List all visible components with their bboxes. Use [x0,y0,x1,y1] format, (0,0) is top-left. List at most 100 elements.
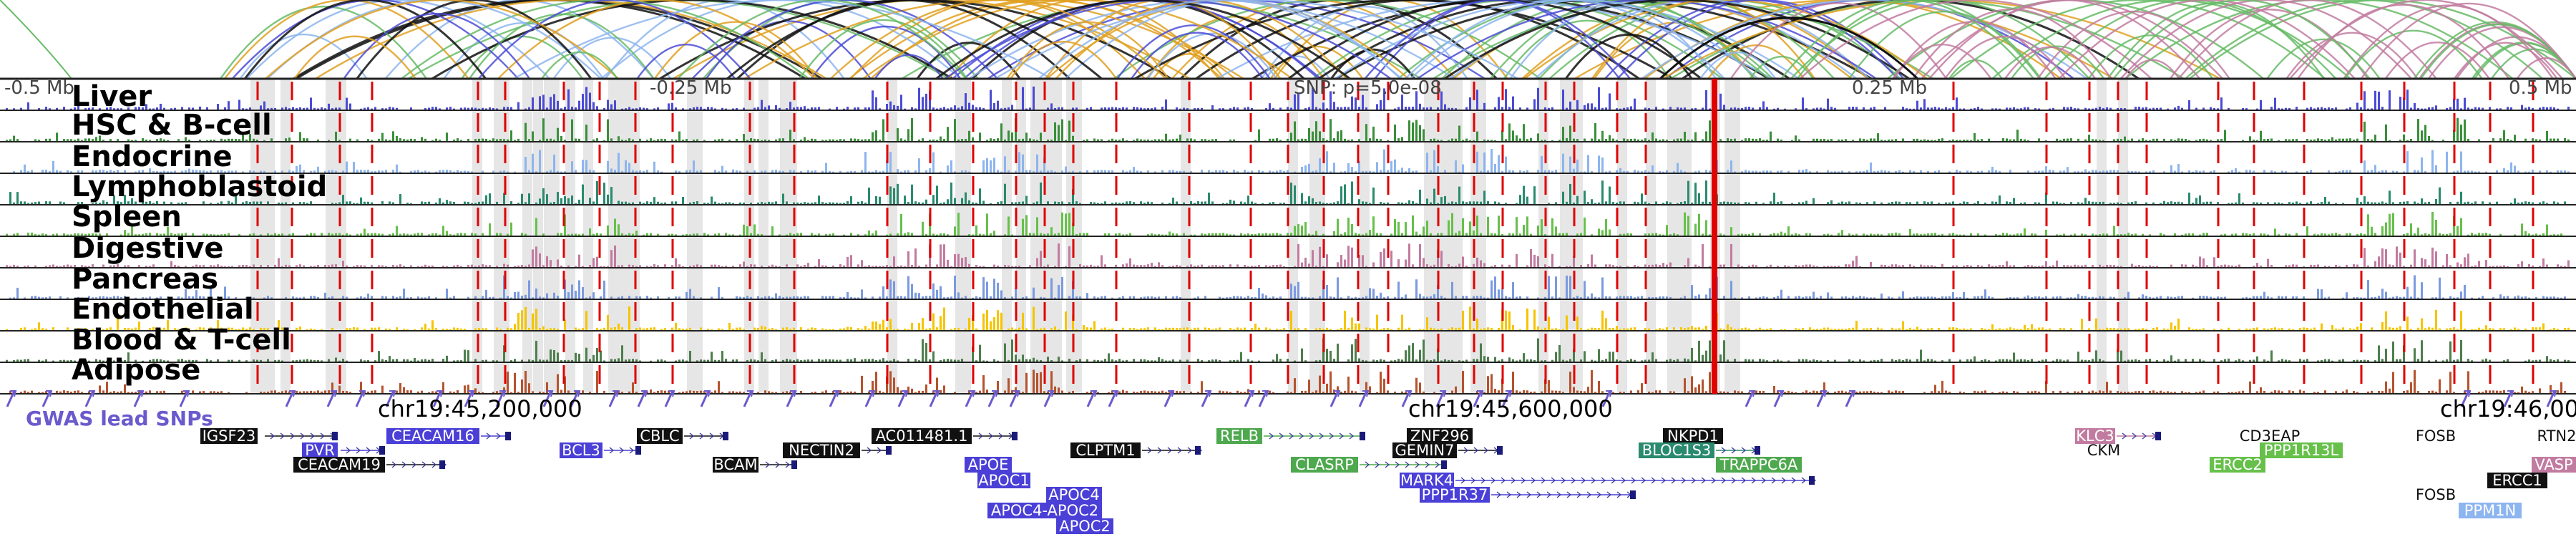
signal-bar [646,108,648,110]
signal-bar [1104,233,1106,236]
signal-bar [1752,138,1754,141]
signal-bar [253,359,255,362]
signal-bar [2403,266,2405,267]
signal-bar [2460,191,2462,204]
signal-bar [317,359,319,362]
signal-bar [2095,318,2097,330]
signal-bar [1619,168,1621,173]
signal-bar [1855,297,1858,299]
signal-bar [1383,359,1385,362]
signal-bar [1025,195,1028,204]
signal-bar [1383,149,1385,173]
signal-bar [2499,266,2502,267]
signal-bar [1054,326,1056,330]
signal-bar [270,107,273,110]
signal-bar [1630,106,1632,110]
signal-bar [886,327,888,330]
signal-bar [1423,329,1425,330]
signal-bar [2446,328,2448,330]
signal-bar [1802,296,1804,299]
signal-bar [210,360,212,362]
signal-bar [1855,202,1858,204]
signal-bar [2499,294,2502,299]
signal-bar [367,139,369,141]
signal-bar [1895,232,1897,236]
signal-bar [392,202,394,204]
signal-bar [138,321,140,330]
signal-bar [203,296,205,299]
signal-bar [2009,265,2011,267]
signal-bar [589,228,591,236]
signal-bar [1455,296,1457,299]
signal-bar [2449,233,2451,236]
signal-bar [2106,170,2108,173]
signal-bar [1923,265,1926,267]
signal-bar [1870,138,1872,141]
signal-bar [1487,140,1489,141]
signal-bar [1970,233,1972,236]
signal-bar [507,327,509,330]
signal-bar [660,329,663,330]
signal-bar [2499,138,2502,141]
signal-bar [2521,202,2523,204]
signal-bar [156,200,158,204]
signal-bar [589,296,591,299]
signal-bar [52,233,54,236]
signal-bar [485,289,487,299]
signal-bar [560,171,562,173]
signal-bar [281,107,283,110]
signal-bar [693,139,695,141]
signal-bar [510,328,512,330]
signal-bar [1025,170,1028,173]
signal-bar [2253,327,2255,330]
signal-bar [1677,163,1679,173]
signal-bar [2024,107,2026,110]
signal-bar [879,196,881,204]
signal-bar [639,201,641,204]
signal-bar [732,359,734,362]
signal-bar [2496,266,2498,267]
signal-bar [1501,130,1503,141]
signal-bar [1254,140,1257,141]
signal-bar [1251,297,1253,299]
signal-bar [1641,171,1643,173]
signal-bar [1902,291,1904,299]
signal-bar [2009,327,2011,330]
signal-bar [639,138,641,141]
signal-bar [310,201,312,204]
signal-bar [807,328,809,330]
signal-bar [1165,234,1167,236]
signal-bar [109,139,112,141]
signal-bar [238,233,240,236]
signal-bar [707,234,709,236]
signal-bar [1898,201,1901,204]
signal-bar [1984,289,1986,299]
signal-bar [2449,202,2451,204]
signal-bar [67,327,69,330]
signal-bar [2070,234,2072,236]
signal-bar [2360,107,2362,110]
signal-bar [1347,140,1350,141]
signal-bar [482,170,484,173]
signal-bar [1176,233,1178,236]
signal-bar [1451,327,1453,330]
signal-bar [1841,139,1843,141]
signal-bar [2185,233,2187,236]
signal-bar [700,297,702,299]
signal-bar [1251,233,1253,236]
signal-bar [829,202,831,204]
signal-bar [1111,170,1113,173]
signal-bar [492,107,494,110]
signal-bar [1809,327,1811,330]
signal-bar [2074,264,2076,267]
signal-bar [1330,119,1332,141]
signal-bar [2020,138,2022,141]
signal-bar [678,296,680,299]
signal-bar [2567,139,2570,141]
signal-bar [718,203,720,204]
signal-bar [2317,234,2319,236]
signal-bar [1748,265,1750,267]
signal-bar [1834,171,1836,173]
